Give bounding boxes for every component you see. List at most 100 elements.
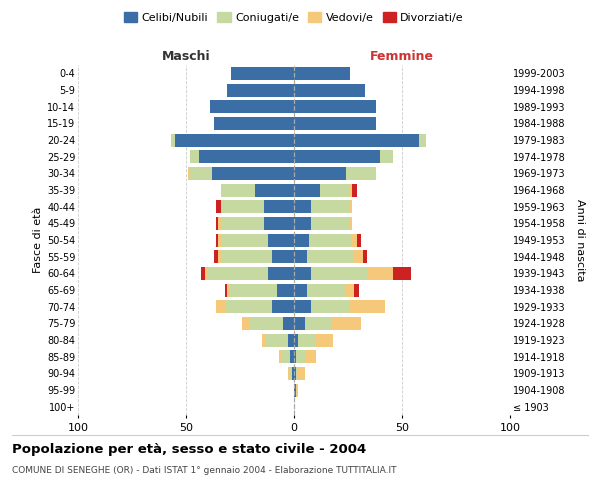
Bar (287, 334, 294, 346)
Bar (205, 267, 208, 280)
Bar (188, 167, 190, 180)
Bar (394, 267, 410, 280)
Bar (355, 284, 359, 296)
Bar (216, 200, 221, 213)
Bar (355, 250, 363, 263)
Bar (229, 284, 277, 296)
Bar (227, 284, 229, 296)
Bar (248, 317, 283, 330)
Bar (292, 367, 294, 380)
Bar (268, 267, 294, 280)
Bar (272, 250, 294, 263)
Bar (356, 234, 361, 246)
Bar (296, 384, 298, 396)
Bar (294, 134, 419, 146)
Bar (296, 367, 298, 380)
Bar (294, 217, 311, 230)
Bar (294, 234, 309, 246)
Bar (380, 150, 394, 163)
Bar (225, 284, 227, 296)
Bar (331, 317, 361, 330)
Bar (272, 300, 294, 313)
Bar (346, 167, 376, 180)
Text: Maschi: Maschi (161, 50, 211, 62)
Bar (419, 134, 426, 146)
Bar (262, 334, 266, 346)
Bar (264, 200, 294, 213)
Bar (350, 300, 385, 313)
Bar (311, 200, 350, 213)
Bar (352, 234, 356, 246)
Bar (346, 284, 355, 296)
Bar (290, 367, 292, 380)
Bar (294, 200, 311, 213)
Y-axis label: Anni di nascita: Anni di nascita (575, 198, 585, 281)
Bar (242, 317, 248, 330)
Bar (221, 250, 272, 263)
Bar (311, 217, 350, 230)
Bar (294, 167, 346, 180)
Bar (175, 134, 294, 146)
Text: Femmine: Femmine (370, 50, 434, 62)
Bar (311, 300, 350, 313)
Bar (294, 350, 296, 363)
Bar (296, 350, 305, 363)
Bar (307, 284, 346, 296)
Bar (298, 334, 316, 346)
Bar (210, 100, 294, 113)
Bar (294, 317, 305, 330)
Bar (221, 200, 264, 213)
Bar (221, 184, 255, 196)
Text: COMUNE DI SENEGHE (OR) - Dati ISTAT 1° gennaio 2004 - Elaborazione TUTTITALIA.IT: COMUNE DI SENEGHE (OR) - Dati ISTAT 1° g… (12, 466, 397, 475)
Bar (287, 367, 290, 380)
Bar (294, 367, 296, 380)
Bar (294, 250, 307, 263)
Bar (316, 334, 333, 346)
Bar (214, 250, 218, 263)
Bar (294, 300, 311, 313)
Bar (367, 267, 394, 280)
Bar (305, 317, 331, 330)
Bar (279, 350, 281, 363)
Bar (350, 217, 352, 230)
Bar (190, 167, 212, 180)
Bar (214, 117, 294, 130)
Bar (352, 184, 356, 196)
Bar (264, 217, 294, 230)
Bar (294, 67, 350, 80)
Bar (212, 167, 294, 180)
Bar (350, 184, 352, 196)
Bar (350, 200, 352, 213)
Text: Popolazione per età, sesso e stato civile - 2004: Popolazione per età, sesso e stato civil… (12, 442, 366, 456)
Bar (255, 184, 294, 196)
Bar (171, 134, 175, 146)
Bar (216, 234, 218, 246)
Bar (363, 250, 367, 263)
Bar (201, 267, 205, 280)
Bar (232, 67, 294, 80)
Bar (294, 284, 307, 296)
Bar (281, 350, 290, 363)
Bar (218, 250, 221, 263)
Bar (225, 300, 272, 313)
Bar (218, 217, 221, 230)
Bar (277, 284, 294, 296)
Y-axis label: Fasce di età: Fasce di età (32, 207, 43, 273)
Bar (208, 267, 268, 280)
Bar (294, 334, 298, 346)
Bar (294, 184, 320, 196)
Bar (290, 350, 294, 363)
Bar (298, 367, 305, 380)
Bar (283, 317, 294, 330)
Bar (307, 250, 355, 263)
Bar (294, 384, 296, 396)
Bar (227, 84, 294, 96)
Legend: Celibi/Nubili, Coniugati/e, Vedovi/e, Divorziati/e: Celibi/Nubili, Coniugati/e, Vedovi/e, Di… (119, 8, 469, 27)
Bar (320, 184, 350, 196)
Bar (294, 100, 376, 113)
Bar (294, 150, 380, 163)
Bar (190, 150, 199, 163)
Bar (305, 350, 316, 363)
Bar (218, 234, 221, 246)
Bar (216, 300, 225, 313)
